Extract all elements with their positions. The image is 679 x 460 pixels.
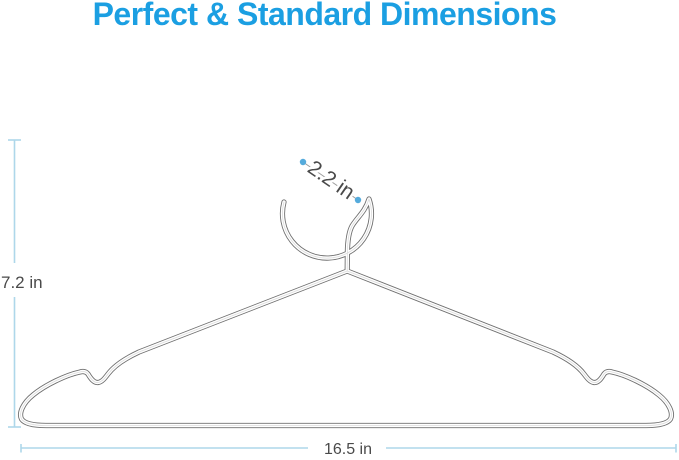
hook-dimension-dot-end (354, 196, 362, 204)
hook-dimension-line (302, 161, 359, 201)
height-dimension: 7.2 in (1, 139, 43, 428)
hook-dimension-dot-start (299, 158, 307, 166)
hanger-wire-outline (18, 196, 674, 429)
hanger-wire-core (18, 197, 674, 428)
hook-dimension-label: 2.2 in (303, 156, 358, 204)
width-dimension-label: 16.5 in (324, 441, 372, 458)
hook-diameter-dimension: 2.2 in (299, 154, 362, 207)
page-title: Perfect & Standard Dimensions (92, 0, 557, 32)
width-dimension: 16.5 in (20, 441, 677, 458)
height-dimension-label: 7.2 in (1, 273, 43, 292)
hanger-wire-sheen (20, 198, 672, 426)
hanger-illustration (18, 196, 674, 429)
